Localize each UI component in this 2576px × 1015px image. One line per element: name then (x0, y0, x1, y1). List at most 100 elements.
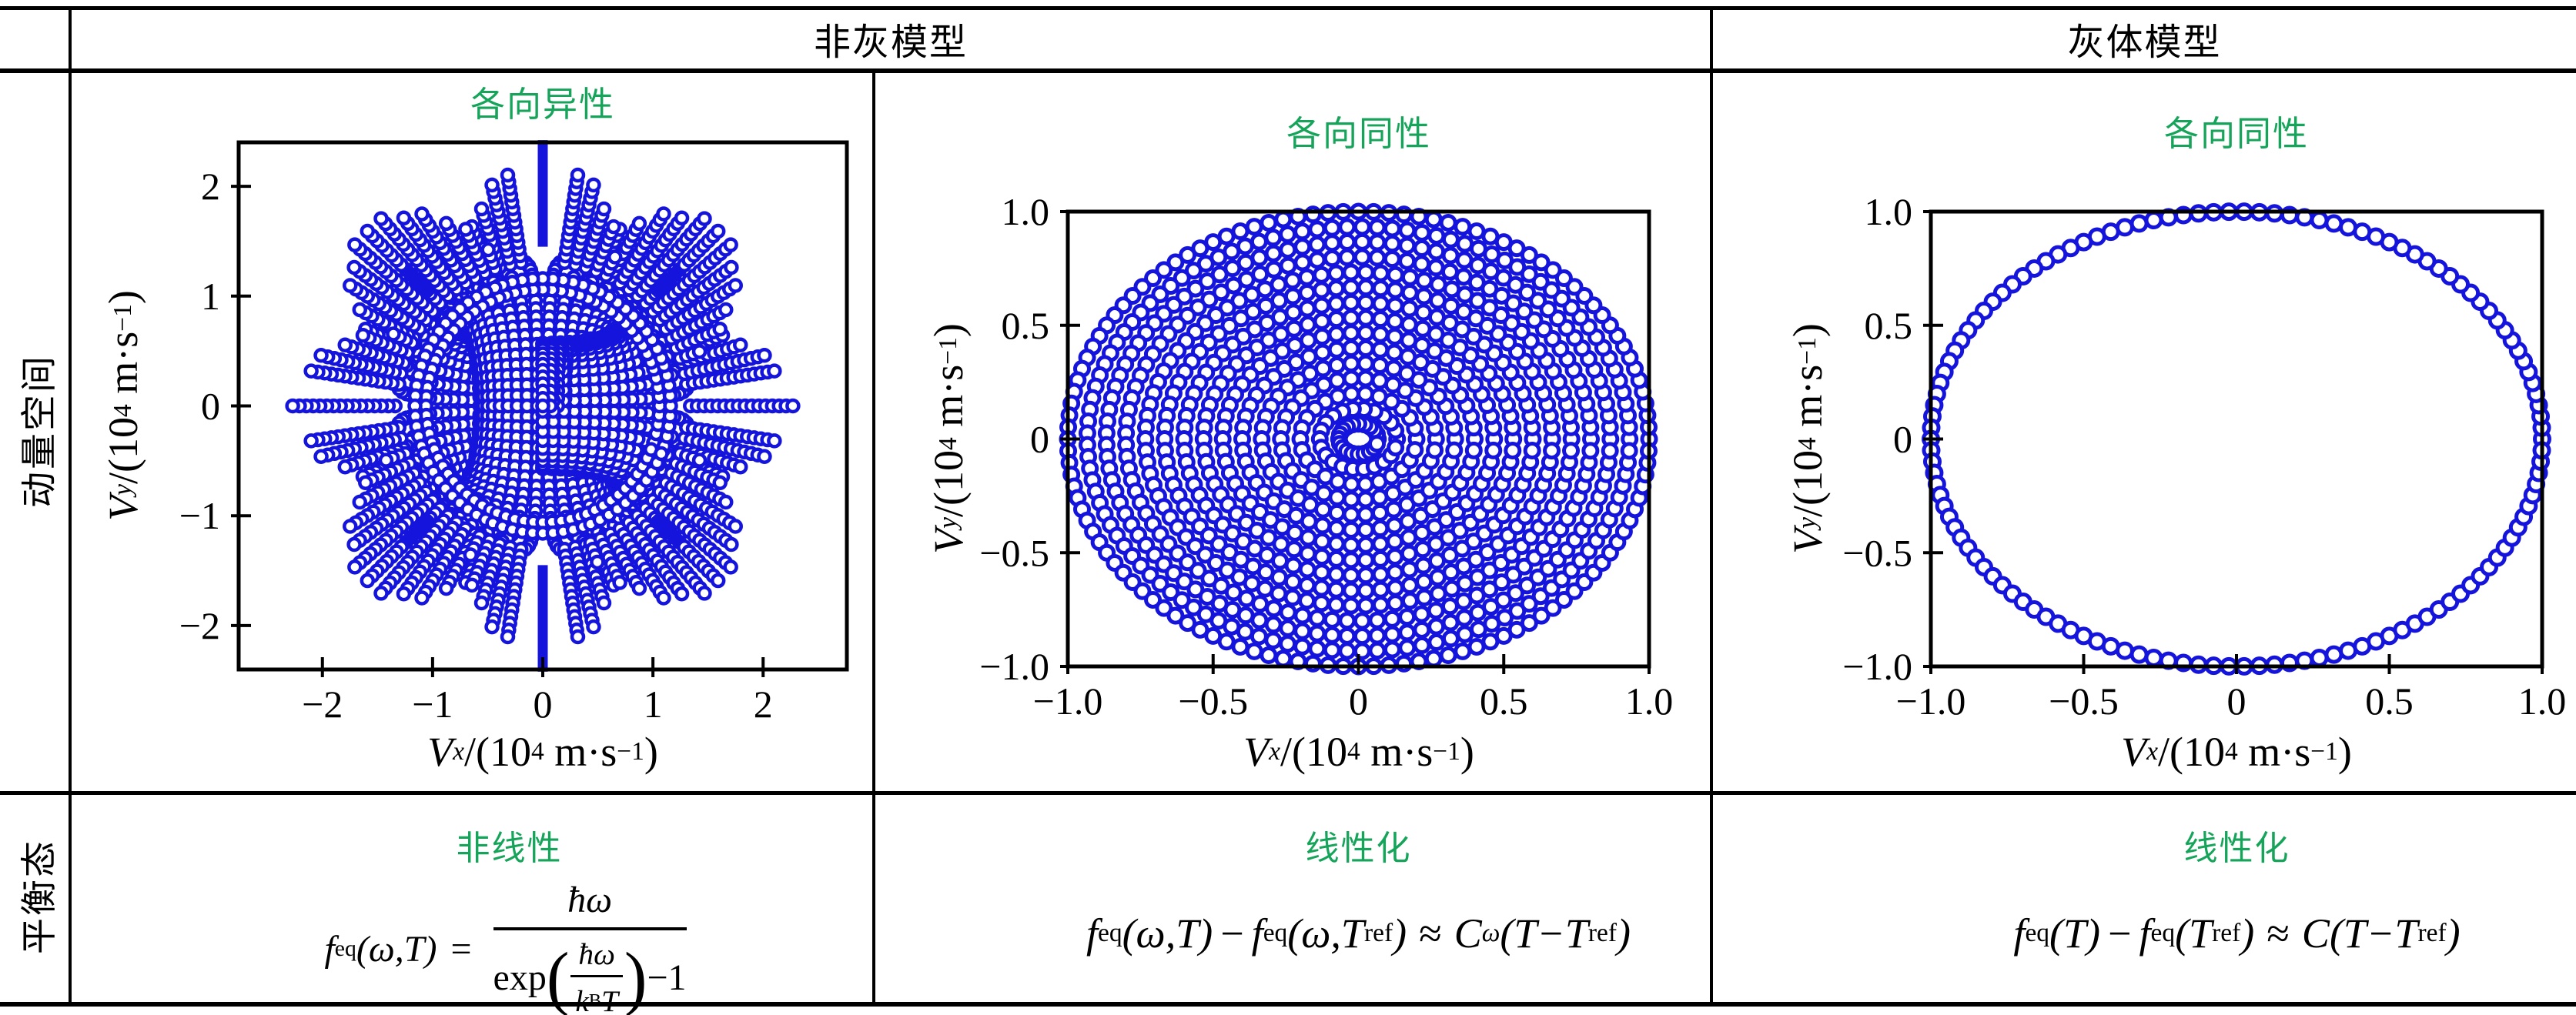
f-symbol: f (324, 928, 335, 970)
header-gray-model: 灰体模型 (1713, 8, 2576, 68)
f-symbol: f (1251, 910, 1263, 957)
close-paren: ) (624, 938, 647, 1015)
y-tick-label: −1.0 (1842, 645, 1912, 688)
minus-sign: − (1220, 910, 1244, 957)
formula-title-nonlinear: 非线性 (457, 820, 563, 870)
numerator-hbar-omega: ħω (493, 879, 687, 930)
tick-labels: −1.0 −0.5 0 0.5 1.0 1.0 0.5 0 −0.5 −1.0 (979, 190, 1673, 723)
header-nongray-label: 非灰模型 (813, 22, 968, 63)
ylabel-var-sub: y (1793, 517, 1822, 529)
f-symbol: f (2139, 910, 2151, 957)
linearized-label: 线性化 (1305, 830, 1412, 867)
tick-labels: −1.0 −0.5 0 0.5 1.0 1.0 0.5 0 −0.5 −1.0 (1842, 190, 2566, 723)
inner-fraction: ħω k B T (570, 937, 623, 1015)
ylabel-text: /(10 (1785, 450, 1831, 517)
coefficient-C: C (1454, 910, 1482, 957)
header-gray-label: 灰体模型 (2067, 22, 2222, 63)
y-tick-label: −0.5 (979, 531, 1049, 574)
title-anisotropic: 各向异性 (312, 78, 774, 124)
header-bottom-rule (0, 68, 2576, 73)
x-tick-label: 1 (644, 683, 663, 726)
x-tick-label: 1.0 (2518, 679, 2567, 723)
xlabel-unit: m·s (1360, 729, 1434, 775)
tick-marks (231, 185, 765, 677)
eq-superscript: eq (334, 936, 356, 961)
ref-subscript: ref (2417, 919, 2447, 947)
plot-isotropic-rings-svg: −1.0 −0.5 0 0.5 1.0 1.0 0.5 0 −0.5 −1.0 (979, 190, 1673, 723)
y-tick-label: 0 (201, 385, 220, 428)
y-tick-label: 2 (201, 165, 220, 208)
cell-formula-nonlinear: 非线性 f eq (ω,T) = ħω exp(ħω k B T) −1 (71, 794, 872, 1015)
equals-sign: = (450, 928, 472, 970)
formula-planck: f eq (ω,T) = ħω exp(ħω k B T) −1 (324, 879, 694, 1015)
title-isotropic-gray: 各向同性 (2006, 108, 2467, 153)
xlabel-unit-exp: −1 (1433, 737, 1460, 766)
ylabel-unit: m·s (100, 331, 146, 405)
formula-linearized-gray: f eq (T) − f eq (T ref) ≈ C (T−T ref) (2013, 910, 2460, 957)
x-tick-label: 0 (534, 683, 553, 726)
main-fraction: ħω exp(ħω k B T) −1 (493, 879, 687, 1015)
x-tick-label: 0.5 (2365, 679, 2414, 723)
title-anisotropic-text: 各向异性 (470, 85, 615, 124)
f-symbol: f (1086, 910, 1098, 957)
x-tick-label: −1 (412, 683, 453, 726)
close-paren: ) (1393, 910, 1407, 957)
col2-col3-divider (1710, 6, 1713, 1007)
row-header-momentum-space: 动量空间 (11, 269, 60, 593)
ylabel-unit-exp: −1 (1793, 337, 1822, 365)
boltzmann-k: k (575, 984, 589, 1015)
delta-T: (T−T (2329, 910, 2418, 957)
ylabel-text: /(10 (925, 450, 972, 517)
xlabel-var-sub: x (2146, 737, 2158, 766)
y-tick-label: 0.5 (1865, 304, 1913, 347)
temperature-T: T (601, 984, 618, 1015)
y-tick-label: 1.0 (1865, 190, 1913, 233)
title-isotropic-nongray-text: 各向同性 (1286, 114, 1431, 153)
scatter-points (1922, 202, 2551, 676)
formula-title-linearized-2: 线性化 (2184, 820, 2290, 870)
approx-sign: ≈ (1419, 910, 1442, 957)
x-tick-label: 0.5 (1480, 679, 1528, 723)
xlabel-var: V (1243, 729, 1270, 775)
ylabel-unit: m·s (1785, 364, 1831, 438)
xlabel-text: /(10 (2158, 729, 2225, 775)
xlabel-unit: m·s (2237, 729, 2311, 775)
xlabel-text: /(10 (464, 729, 531, 775)
xlabel-exp: 4 (1347, 737, 1360, 766)
plot-gray-circle-svg: −1.0 −0.5 0 0.5 1.0 1.0 0.5 0 −0.5 −1.0 (1842, 190, 2566, 723)
xlabel-unit-exp: −1 (2310, 737, 2338, 766)
xlabel-exp: 4 (531, 737, 544, 766)
ylabel-close: ) (1785, 323, 1831, 338)
f-symbol: f (2013, 910, 2026, 957)
close-paren: ) (2240, 910, 2255, 957)
ref-subscript: ref (1363, 919, 1393, 947)
xlabel-close: ) (1460, 729, 1474, 775)
title-isotropic-gray-text: 各向同性 (2163, 114, 2309, 153)
y-tick-label: 1.0 (1002, 190, 1050, 233)
xlabel-var-sub: x (1269, 737, 1280, 766)
open-paren: ( (546, 938, 570, 1015)
ylabel-var-sub: y (934, 517, 962, 529)
ylabel-unit-exp: −1 (109, 304, 137, 332)
y-tick-label: −0.5 (1842, 531, 1912, 574)
x-tick-label: −2 (302, 683, 343, 726)
row-header-equilibrium: 平衡态 (11, 735, 60, 1015)
delta-T: (T−T (1500, 910, 1588, 957)
minus-sign: − (2108, 910, 2132, 957)
eq-superscript: eq (1263, 919, 1288, 947)
table-bottom-rule (0, 1002, 2576, 1007)
close-paren: ) (2446, 910, 2461, 957)
x-tick-label: −0.5 (2049, 679, 2119, 723)
xlabel-exp: 4 (2225, 737, 2238, 766)
x-tick-label: 0 (1349, 679, 1368, 723)
coefficient-C: C (2301, 910, 2330, 957)
label-column-divider (69, 6, 72, 1007)
ylabel-close: ) (925, 323, 972, 338)
x-tick-label: −0.5 (1178, 679, 1248, 723)
